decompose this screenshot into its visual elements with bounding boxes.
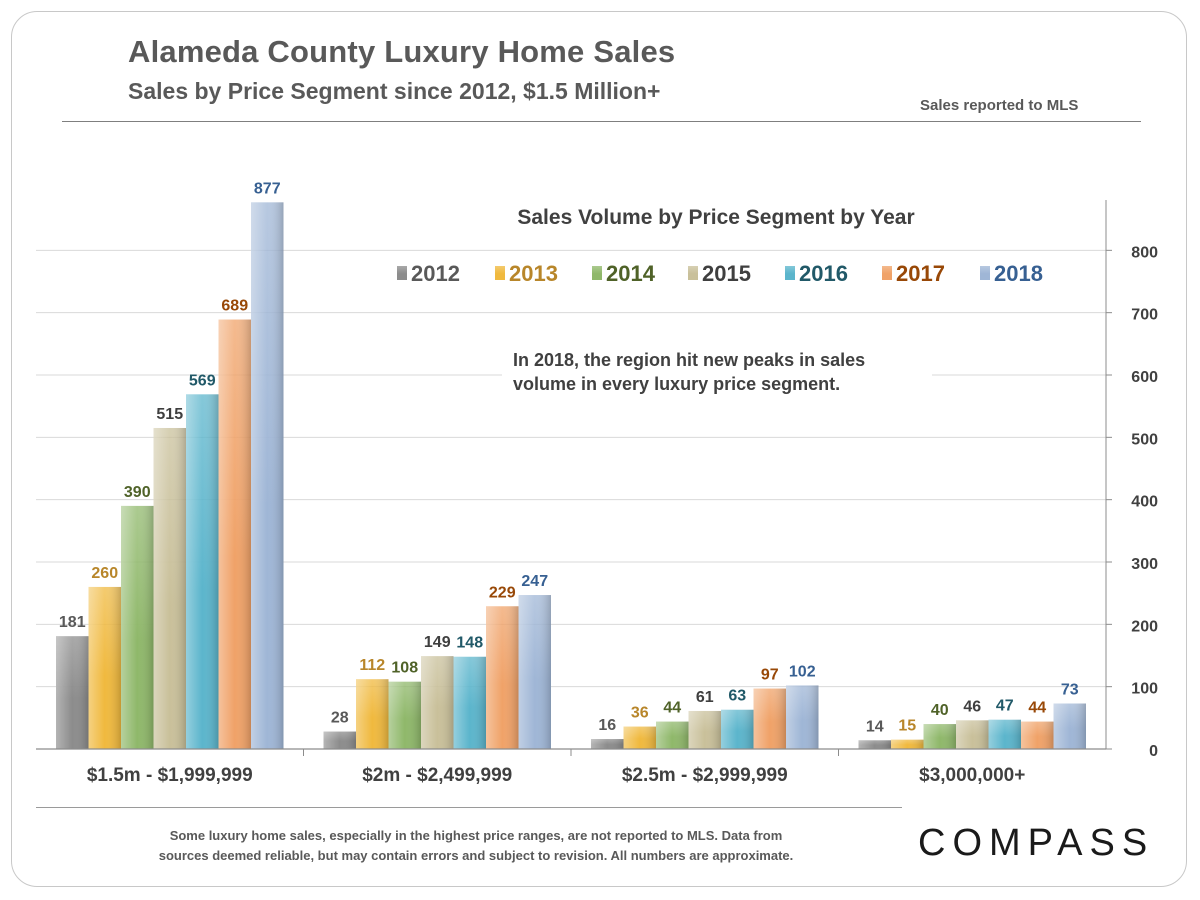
data-label-1-5m-1-999-999-2018: 877 [254,180,281,197]
footnote-line-1: Some luxury home sales, especially in th… [169,828,783,843]
footnote: Some luxury home sales, especially in th… [86,826,866,866]
footnote-line-2: sources deemed reliable, but may contain… [158,848,794,863]
y-tick-label: 600 [1131,369,1158,386]
legend-swatch-2014 [592,266,602,280]
bar-shading [623,726,656,749]
footer-divider [36,807,902,808]
x-category-label: $2.5m - $2,999,999 [622,765,788,786]
data-label-2-5m-2-999-999-2018: 102 [789,663,816,680]
x-category-label: $2m - $2,499,999 [362,765,512,786]
chart-title: Sales Volume by Price Segment by Year [517,206,914,229]
data-label-2-5m-2-999-999-2014: 44 [663,700,681,717]
bar-shading [88,586,121,749]
y-tick-label: 700 [1131,307,1158,324]
bar-shading [218,319,251,749]
y-tick-label: 400 [1131,494,1158,511]
legend-label-2012: 2012 [411,261,460,286]
data-label-2m-2-499-999-2014: 108 [391,660,418,677]
data-label-1-5m-1-999-999-2014: 390 [124,484,151,501]
bar-shading [1021,721,1054,749]
legend-swatch-2015 [688,266,698,280]
bar-shading [721,709,754,749]
legend-swatch-2017 [882,266,892,280]
data-label-3-000-000-2016: 47 [996,698,1014,715]
bar-shading [251,202,284,749]
bar-shading [591,739,624,749]
legend-swatch-2013 [495,266,505,280]
y-tick-label: 500 [1131,431,1158,448]
y-tick-label: 300 [1131,556,1158,573]
bar-shading [786,685,819,749]
bar-shading [891,739,924,749]
legend-label-2015: 2015 [702,261,751,286]
data-label-3-000-000-2013: 15 [898,718,916,735]
data-label-2m-2-499-999-2017: 229 [489,584,516,601]
data-label-2m-2-499-999-2016: 148 [456,635,483,652]
legend-swatch-2018 [980,266,990,280]
legend-label-2018: 2018 [994,261,1043,286]
annotation-line-1: In 2018, the region hit new peaks in sal… [513,350,865,370]
bar-shading [56,636,89,749]
data-label-2-5m-2-999-999-2017: 97 [761,667,779,684]
bar-shading [858,740,891,749]
y-tick-label: 100 [1131,681,1158,698]
bar-shading [356,679,389,749]
legend-label-2013: 2013 [509,261,558,286]
data-label-3-000-000-2017: 44 [1028,700,1046,717]
legend-label-2017: 2017 [896,261,945,286]
data-label-2m-2-499-999-2013: 112 [359,657,385,674]
bar-shading [453,656,486,749]
x-category-label: $3,000,000+ [919,765,1025,786]
data-label-1-5m-1-999-999-2013: 260 [91,565,118,582]
header-divider [62,121,1141,122]
bar-shading [923,724,956,749]
y-tick-label: 800 [1131,244,1158,261]
bar-shading [518,595,551,749]
bar-shading [988,719,1021,749]
data-label-3-000-000-2015: 46 [963,698,981,715]
data-label-2m-2-499-999-2018: 247 [521,573,548,590]
data-label-2m-2-499-999-2012: 28 [331,710,349,727]
bar-shading [153,427,186,749]
bar-shading [753,688,786,749]
data-label-1-5m-1-999-999-2015: 515 [156,406,183,423]
bar-shading [121,505,154,749]
bar-shading [421,656,454,749]
bar-shading [1053,703,1086,749]
y-tick-label: 0 [1149,743,1158,760]
legend-swatch-2012 [397,266,407,280]
data-label-1-5m-1-999-999-2017: 689 [221,298,248,315]
data-label-2m-2-499-999-2015: 149 [424,634,451,651]
bar-shading [323,731,356,749]
page-subtitle: Sales by Price Segment since 2012, $1.5 … [128,78,661,104]
bar-shading [956,720,989,749]
legend-label-2014: 2014 [606,261,656,286]
legend-swatch-2016 [785,266,795,280]
data-label-1-5m-1-999-999-2012: 181 [59,614,86,631]
annotation-line-2: volume in every luxury price segment. [513,374,840,394]
bar-shading [688,710,721,749]
annotation-box [502,342,932,402]
bar-shading [656,721,689,749]
bar-shading [486,606,519,749]
legend-label-2016: 2016 [799,261,848,286]
data-label-2-5m-2-999-999-2015: 61 [696,689,714,706]
data-label-2-5m-2-999-999-2016: 63 [728,688,746,705]
data-label-3-000-000-2012: 14 [866,718,884,735]
bar-shading [186,394,219,749]
bar-shading [388,681,421,749]
compass-logo: COMPASS [918,822,1155,864]
y-tick-label: 200 [1131,618,1158,635]
data-label-3-000-000-2018: 73 [1061,681,1079,698]
data-label-2-5m-2-999-999-2012: 16 [598,717,616,734]
page-title: Alameda County Luxury Home Sales [128,34,676,69]
source-note: Sales reported to MLS [920,97,1079,114]
data-label-3-000-000-2014: 40 [931,702,949,719]
x-category-label: $1.5m - $1,999,999 [87,765,253,786]
data-label-2-5m-2-999-999-2013: 36 [631,705,649,722]
data-label-1-5m-1-999-999-2016: 569 [189,372,216,389]
